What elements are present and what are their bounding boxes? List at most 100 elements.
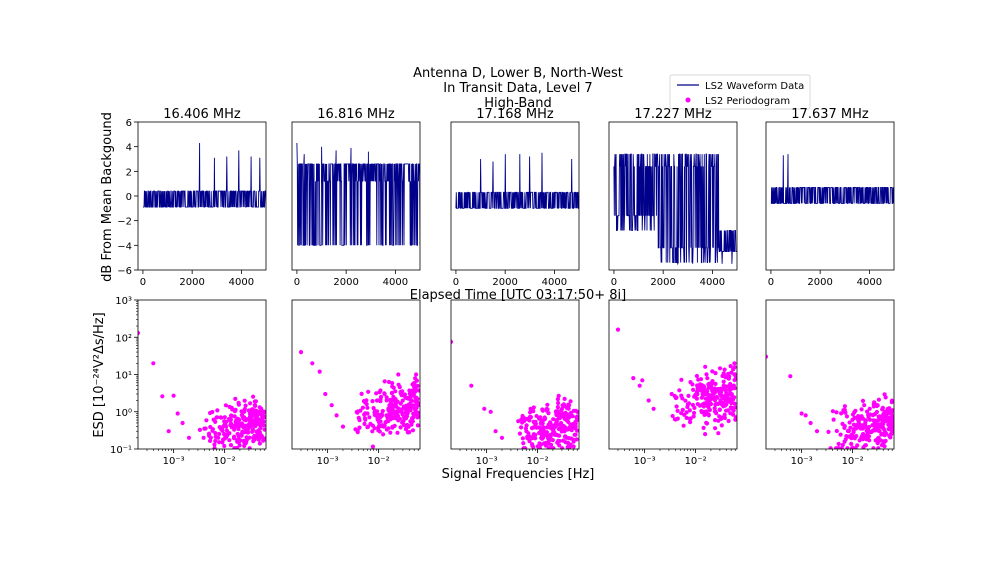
- panel-title: 16.406 MHz: [163, 107, 241, 122]
- periodogram-point: [232, 414, 237, 419]
- periodogram-point: [557, 416, 562, 421]
- periodogram-point: [722, 367, 727, 372]
- periodogram-point: [562, 396, 567, 401]
- periodogram-point: [674, 404, 679, 409]
- waveform-series-line: [770, 154, 894, 204]
- periodogram-point: [698, 377, 704, 382]
- periodogram-point: [725, 399, 730, 404]
- periodogram-point: [527, 439, 532, 444]
- periodogram-point: [866, 424, 872, 430]
- periodogram-point: [213, 431, 218, 436]
- periodogram-point: [695, 386, 700, 391]
- periodogram-point: [408, 408, 413, 413]
- periodogram-point: [323, 391, 328, 397]
- periodogram-point: [180, 420, 185, 426]
- periodogram-point: [562, 404, 567, 409]
- periodogram-point: [404, 408, 409, 413]
- periodogram-point: [718, 386, 723, 391]
- periodogram-point: [729, 400, 734, 405]
- periodogram-point: [675, 408, 680, 413]
- periodogram-point: [405, 430, 410, 435]
- periodogram-point: [879, 422, 884, 427]
- periodogram-point: [692, 394, 697, 399]
- periodogram-point: [866, 434, 872, 439]
- periodogram-point: [568, 399, 573, 404]
- periodogram-point: [212, 442, 217, 447]
- periodogram-point: [716, 431, 721, 436]
- periodogram-point: [410, 416, 415, 421]
- periodogram-point: [887, 406, 892, 411]
- periodogram-point: [370, 429, 375, 434]
- periodogram-point: [567, 403, 572, 408]
- periodogram-point: [232, 409, 238, 414]
- periodogram-point: [224, 428, 229, 433]
- periodogram-point: [721, 379, 726, 384]
- periodogram-point: [853, 446, 858, 449]
- periodogram-point: [398, 401, 403, 406]
- periodogram-point: [216, 435, 221, 440]
- periodogram-point: [520, 413, 525, 419]
- periodogram-point: [687, 408, 692, 413]
- periodogram-point: [569, 436, 574, 441]
- periodogram-point: [727, 385, 732, 390]
- x-tick-label: 10⁻³: [317, 456, 339, 467]
- periodogram-point: [563, 434, 568, 439]
- periodogram-point: [401, 418, 406, 424]
- axes-frame: [291, 299, 421, 450]
- periodogram-point: [253, 403, 258, 408]
- periodogram-point: [705, 402, 711, 407]
- axes-frame: [450, 121, 580, 271]
- waveform-series-line: [142, 142, 266, 208]
- periodogram-point: [848, 425, 853, 430]
- waveform-series-line: [613, 153, 737, 266]
- periodogram-point: [469, 383, 474, 388]
- periodogram-point: [574, 415, 579, 420]
- periodogram-point: [378, 396, 383, 401]
- periodogram-point: [402, 393, 407, 398]
- periodogram-point: [250, 429, 255, 434]
- periodogram-point: [227, 431, 232, 436]
- periodogram-point: [554, 417, 559, 423]
- periodogram-point: [386, 426, 391, 431]
- periodogram-point: [682, 412, 687, 417]
- legend: LS2 Waveform Data LS2 Periodogram: [669, 74, 811, 110]
- periodogram-point: [546, 423, 551, 429]
- periodogram-point: [850, 412, 856, 417]
- periodogram-point: [559, 408, 564, 413]
- periodogram-point: [700, 402, 705, 407]
- periodogram-point: [201, 435, 206, 440]
- periodogram-point: [241, 425, 247, 430]
- periodogram-point: [414, 395, 419, 400]
- periodogram-point: [251, 394, 256, 399]
- periodogram-point: [731, 383, 736, 388]
- periodogram-point: [370, 399, 375, 404]
- periodogram-point: [186, 435, 192, 440]
- periodogram-point: [151, 361, 156, 366]
- periodogram-point: [828, 446, 833, 449]
- panel-periodogram-4: 10⁻³ 10⁻²: [608, 299, 738, 467]
- periodogram-point: [248, 401, 253, 406]
- periodogram-point: [397, 385, 402, 390]
- periodogram-point: [874, 403, 879, 409]
- periodogram-point: [238, 423, 243, 428]
- periodogram-point: [877, 428, 882, 434]
- periodogram-point: [826, 429, 831, 434]
- periodogram-point: [215, 415, 220, 420]
- periodogram-point: [548, 420, 553, 425]
- periodogram-point: [413, 389, 418, 394]
- periodogram-point: [531, 405, 536, 410]
- periodogram-point: [249, 407, 254, 412]
- axes-frame: [291, 121, 421, 271]
- periodogram-point: [252, 419, 257, 424]
- y-tick-label: 2: [126, 167, 132, 178]
- periodogram-point: [651, 406, 656, 411]
- periodogram-point: [718, 398, 723, 403]
- periodogram-point: [551, 446, 556, 449]
- data-group: [296, 142, 420, 246]
- periodogram-point: [834, 410, 839, 415]
- legend-label-waveform: LS2 Waveform Data: [705, 81, 804, 92]
- periodogram-point: [554, 423, 559, 428]
- data-group: [142, 142, 266, 208]
- periodogram-point: [404, 424, 409, 429]
- periodogram-point: [400, 398, 405, 403]
